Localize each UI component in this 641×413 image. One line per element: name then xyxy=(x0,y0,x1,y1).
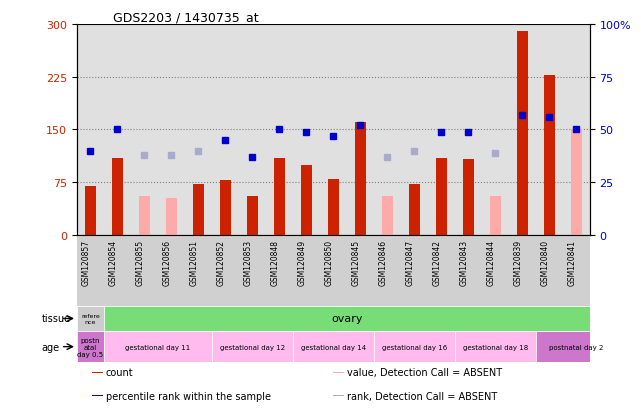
Bar xyxy=(274,158,285,235)
Text: GSM120847: GSM120847 xyxy=(405,239,414,285)
Bar xyxy=(77,306,104,332)
Text: GSM120849: GSM120849 xyxy=(297,239,306,285)
Text: count: count xyxy=(106,367,133,377)
Bar xyxy=(374,332,454,362)
Text: GSM120845: GSM120845 xyxy=(351,239,360,285)
Text: postn
atal
day 0.5: postn atal day 0.5 xyxy=(78,337,103,357)
Bar xyxy=(92,395,103,396)
Bar xyxy=(166,198,177,235)
Text: GSM120844: GSM120844 xyxy=(487,239,495,285)
Text: ovary: ovary xyxy=(331,314,363,324)
Text: GSM120850: GSM120850 xyxy=(324,239,333,285)
Bar xyxy=(490,197,501,235)
Bar xyxy=(104,332,212,362)
Text: rank, Detection Call = ABSENT: rank, Detection Call = ABSENT xyxy=(347,391,497,401)
Bar xyxy=(517,32,528,235)
Text: GSM120854: GSM120854 xyxy=(108,239,117,285)
Text: value, Detection Call = ABSENT: value, Detection Call = ABSENT xyxy=(347,367,502,377)
Bar xyxy=(301,165,312,235)
Text: tissue: tissue xyxy=(42,314,71,324)
Bar xyxy=(139,197,150,235)
Bar xyxy=(92,372,103,373)
Bar xyxy=(409,184,420,235)
Text: percentile rank within the sample: percentile rank within the sample xyxy=(106,391,271,401)
Bar xyxy=(333,395,344,396)
Text: GSM120855: GSM120855 xyxy=(135,239,144,285)
Bar xyxy=(77,332,104,362)
Bar xyxy=(571,130,581,235)
Bar xyxy=(212,332,293,362)
Text: gestational day 11: gestational day 11 xyxy=(125,344,190,350)
Text: GSM120851: GSM120851 xyxy=(189,239,198,285)
Text: gestational day 12: gestational day 12 xyxy=(220,344,285,350)
Text: GSM120846: GSM120846 xyxy=(378,239,387,285)
Bar xyxy=(247,197,258,235)
Bar xyxy=(544,75,554,235)
Text: refere
nce: refere nce xyxy=(81,313,100,324)
Text: gestational day 16: gestational day 16 xyxy=(381,344,447,350)
Bar xyxy=(454,332,536,362)
Text: GSM120853: GSM120853 xyxy=(244,239,253,285)
Bar xyxy=(382,197,393,235)
Text: GSM120857: GSM120857 xyxy=(81,239,90,285)
Text: GSM120852: GSM120852 xyxy=(217,239,226,285)
Bar xyxy=(355,123,366,235)
Bar xyxy=(220,181,231,235)
Text: gestational day 18: gestational day 18 xyxy=(463,344,528,350)
Text: GDS2203 / 1430735_at: GDS2203 / 1430735_at xyxy=(113,11,258,24)
Bar xyxy=(112,158,123,235)
Text: age: age xyxy=(42,342,60,352)
Text: postnatal day 2: postnatal day 2 xyxy=(549,344,603,350)
Bar xyxy=(436,158,447,235)
Text: gestational day 14: gestational day 14 xyxy=(301,344,366,350)
Text: GSM120841: GSM120841 xyxy=(567,239,576,285)
Bar xyxy=(333,372,344,373)
Bar xyxy=(293,332,374,362)
Bar xyxy=(193,184,204,235)
Bar xyxy=(328,179,338,235)
Text: GSM120840: GSM120840 xyxy=(540,239,549,285)
Text: GSM120842: GSM120842 xyxy=(432,239,441,285)
Bar xyxy=(463,160,474,235)
Text: GSM120839: GSM120839 xyxy=(513,239,522,285)
Bar xyxy=(536,332,617,362)
Text: GSM120848: GSM120848 xyxy=(271,239,279,285)
Text: GSM120843: GSM120843 xyxy=(459,239,469,285)
Text: GSM120856: GSM120856 xyxy=(162,239,171,285)
Bar xyxy=(85,186,96,235)
